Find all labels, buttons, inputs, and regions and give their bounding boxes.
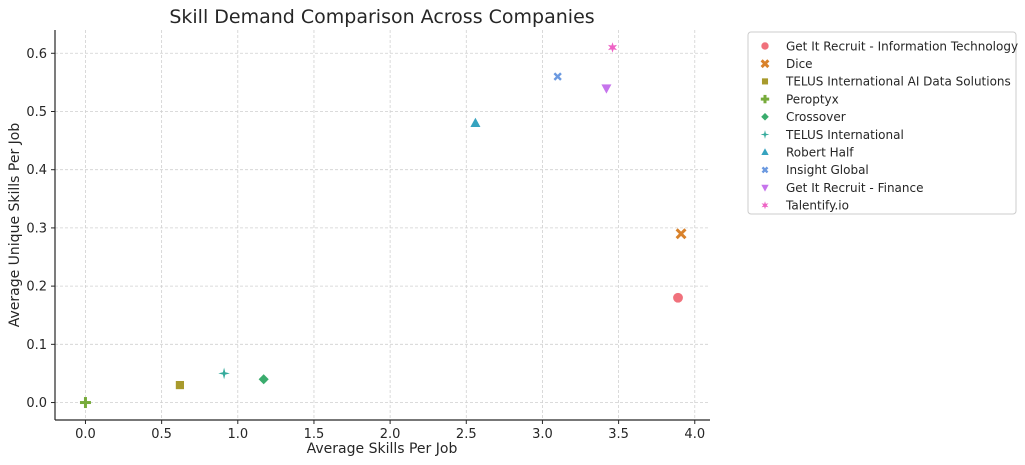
data-point xyxy=(553,72,562,81)
chart-title: Skill Demand Comparison Across Companies xyxy=(169,6,594,28)
x-tick-label: 3.5 xyxy=(608,427,629,442)
legend-label: TELUS International AI Data Solutions xyxy=(785,75,1011,89)
x-tick-label: 2.0 xyxy=(380,427,401,442)
y-tick-label: 0.4 xyxy=(26,163,47,178)
legend-label: Insight Global xyxy=(786,163,869,177)
y-tick-label: 0.1 xyxy=(26,338,47,353)
x-tick-label: 3.0 xyxy=(532,427,553,442)
y-axis-ticks: 0.0 0.1 0.2 0.3 0.4 0.5 0.6 xyxy=(26,47,55,411)
legend-frame xyxy=(747,31,1017,215)
legend-label: TELUS International xyxy=(785,128,904,142)
x-tick-label: 2.5 xyxy=(456,427,477,442)
x-axis-label: Average Skills Per Job xyxy=(307,441,458,457)
data-point xyxy=(607,42,618,53)
legend-item: Get It Recruit - Finance xyxy=(760,181,923,195)
legend-item: Crossover xyxy=(760,110,846,124)
legend-item: Dice xyxy=(760,57,813,71)
legend-label: Talentify.io xyxy=(785,199,849,213)
axes xyxy=(54,30,710,421)
x-tick-label: 1.5 xyxy=(304,427,325,442)
data-point xyxy=(469,116,482,128)
grid xyxy=(55,30,710,420)
x-tick-label: 0.5 xyxy=(151,427,172,442)
data-point xyxy=(175,380,185,390)
legend-item: Robert Half xyxy=(760,146,854,160)
data-point xyxy=(672,292,684,304)
legend-label: Crossover xyxy=(786,110,846,124)
legend-marker xyxy=(761,166,769,174)
data-point xyxy=(600,83,613,95)
legend-marker xyxy=(761,77,769,86)
data-point xyxy=(257,373,270,386)
data-point xyxy=(218,367,230,380)
legend-item: Peroptyx xyxy=(760,92,839,106)
legend-marker xyxy=(760,146,770,156)
y-tick-label: 0.3 xyxy=(26,221,47,236)
legend-marker xyxy=(760,41,770,51)
x-tick-label: 1.0 xyxy=(227,427,248,442)
legend-marker xyxy=(760,184,770,193)
y-tick-label: 0.6 xyxy=(26,47,47,62)
legend-label: Dice xyxy=(786,57,813,71)
legend-label: Get It Recruit - Finance xyxy=(786,181,923,195)
legend-label: Get It Recruit - Information Technology xyxy=(786,39,1018,53)
legend-marker xyxy=(760,59,770,69)
x-tick-label: 4.0 xyxy=(684,427,705,442)
x-axis-ticks: 0.0 0.5 1.0 1.5 2.0 2.5 3.0 3.5 4.0 xyxy=(75,420,705,442)
y-tick-label: 0.5 xyxy=(26,105,47,120)
legend-marker xyxy=(760,94,770,104)
data-point xyxy=(79,397,91,409)
legend-marker xyxy=(760,130,770,139)
legend-marker xyxy=(760,112,770,122)
legend-item: Insight Global xyxy=(761,163,869,177)
y-tick-label: 0.2 xyxy=(26,280,47,295)
legend-item: Talentify.io xyxy=(761,199,849,213)
legend-item: TELUS International AI Data Solutions xyxy=(761,75,1011,89)
legend-item: Get It Recruit - Information Technology xyxy=(760,39,1018,53)
y-tick-label: 0.0 xyxy=(26,396,47,411)
legend-label: Peroptyx xyxy=(786,92,839,106)
legend-item: TELUS International xyxy=(760,128,904,142)
legend-label: Robert Half xyxy=(786,146,854,160)
x-tick-label: 0.0 xyxy=(75,427,96,442)
legend-marker xyxy=(761,201,769,210)
y-axis-label: Average Unique Skills Per Job xyxy=(7,123,23,328)
data-points xyxy=(79,42,687,409)
legend: Get It Recruit - Information Technology D… xyxy=(747,31,1018,215)
data-point xyxy=(675,228,687,240)
